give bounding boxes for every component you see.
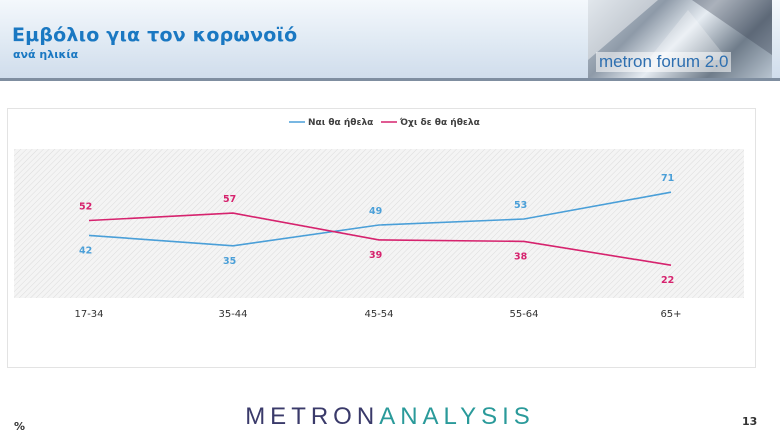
data-label: 42 (79, 245, 92, 256)
data-label: 39 (369, 250, 382, 261)
header-divider (0, 78, 780, 81)
logo-text: metron forum 2.0 (596, 52, 732, 72)
brand-part-analysis: ANALYSIS (379, 403, 535, 430)
series-line-no (88, 212, 672, 266)
data-label: 53 (514, 200, 527, 211)
page-number: 13 (742, 415, 758, 428)
x-tick-label: 55-64 (509, 309, 538, 320)
series-line-yes (88, 191, 672, 247)
data-label: 22 (661, 275, 674, 286)
x-tick-label: 65+ (660, 309, 681, 320)
legend-label-yes: Ναι θα ήθελα (308, 118, 373, 128)
legend-label-no: Όχι δε θα ήθελα (399, 117, 480, 128)
data-label: 52 (79, 202, 92, 213)
data-label: 35 (223, 256, 236, 267)
x-tick-label: 17-34 (74, 309, 103, 320)
page-title: Εμβόλιο για τον κορωνοϊό (12, 24, 298, 46)
data-label: 57 (223, 194, 236, 205)
data-label: 49 (369, 206, 382, 217)
x-tick-label: 45-54 (364, 309, 393, 320)
page-subtitle: ανά ηλικία (13, 48, 79, 61)
unit-label: % (14, 420, 26, 433)
metron-forum-logo: metron forum 2.0 (588, 0, 772, 78)
metron-analysis-brand: METRONANALYSIS (0, 403, 780, 431)
data-label: 71 (661, 173, 674, 184)
brand-part-metron: METRON (245, 403, 380, 430)
plot-area (14, 149, 744, 298)
x-tick-label: 35-44 (218, 309, 247, 320)
data-label: 38 (514, 251, 528, 262)
